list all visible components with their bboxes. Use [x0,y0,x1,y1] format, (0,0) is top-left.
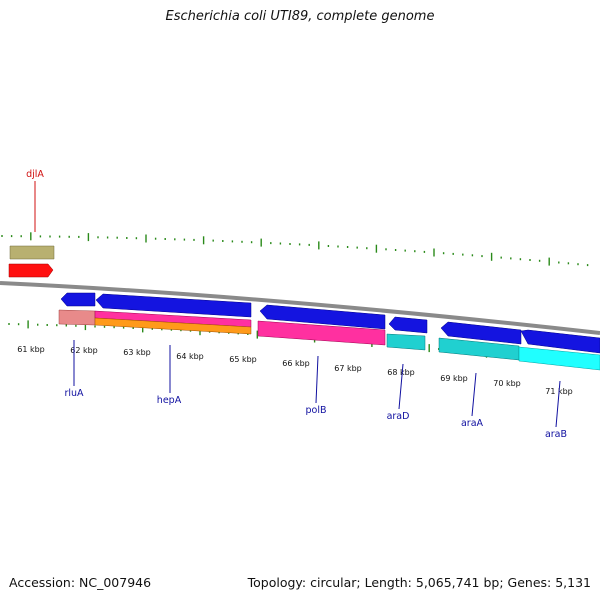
gene-leader-line [398,363,404,410]
gene-leader-line [315,355,319,404]
feature-rluA-cds[interactable] [58,309,96,326]
feature-rluA-gene[interactable] [60,292,96,307]
gene-label-rluA[interactable]: rluA [64,388,84,399]
feature-araA-gene[interactable] [440,321,522,345]
outer-tick-track [1,232,589,267]
tick-label: 62 kbp [70,346,98,355]
feature-djlA-outer[interactable] [9,245,55,260]
tick-label: 69 kbp [440,374,468,383]
gene-label-hepA[interactable]: hepA [157,395,182,406]
tick-label: 68 kbp [387,368,415,377]
map-title: Escherichia coli UTI89, complete genome [165,9,435,24]
feature-araD-cds[interactable] [386,333,426,351]
feature-araD-gene[interactable] [388,316,428,334]
feature-djlA-gene[interactable] [8,263,54,278]
gene-label-araB[interactable]: araB [545,429,567,440]
tick-label: 66 kbp [282,359,310,368]
feature-hepA-cds-bottom[interactable] [94,317,252,335]
gene-leader-line [555,380,561,428]
feature-polB-gene[interactable] [259,304,386,330]
genome-backbone [0,281,600,335]
feature-polB-cds[interactable] [257,320,386,346]
tick-label: 67 kbp [334,364,362,373]
gene-label-araA[interactable]: araA [461,418,484,429]
feature-hepA-gene[interactable] [95,293,252,318]
gene-label-djlA[interactable]: djlA [26,169,44,180]
gene-label-group: djlA rluA hepA polB araD araA araB [26,169,567,440]
gene-leader-line [471,372,477,417]
tick-label: 64 kbp [176,352,204,361]
tick-label: 63 kbp [123,348,151,357]
accession-text: Accession: NC_007946 [9,575,152,590]
tick-label: 65 kbp [229,355,257,364]
feature-araB-cds[interactable] [518,346,600,371]
tick-label: 70 kbp [493,379,521,388]
gene-label-araD[interactable]: araD [387,411,410,422]
gene-label-polB[interactable]: polB [306,405,327,416]
tick-label: 61 kbp [17,345,45,354]
feature-araB-gene[interactable] [520,329,600,354]
genome-summary-text: Topology: circular; Length: 5,065,741 bp… [247,575,591,590]
